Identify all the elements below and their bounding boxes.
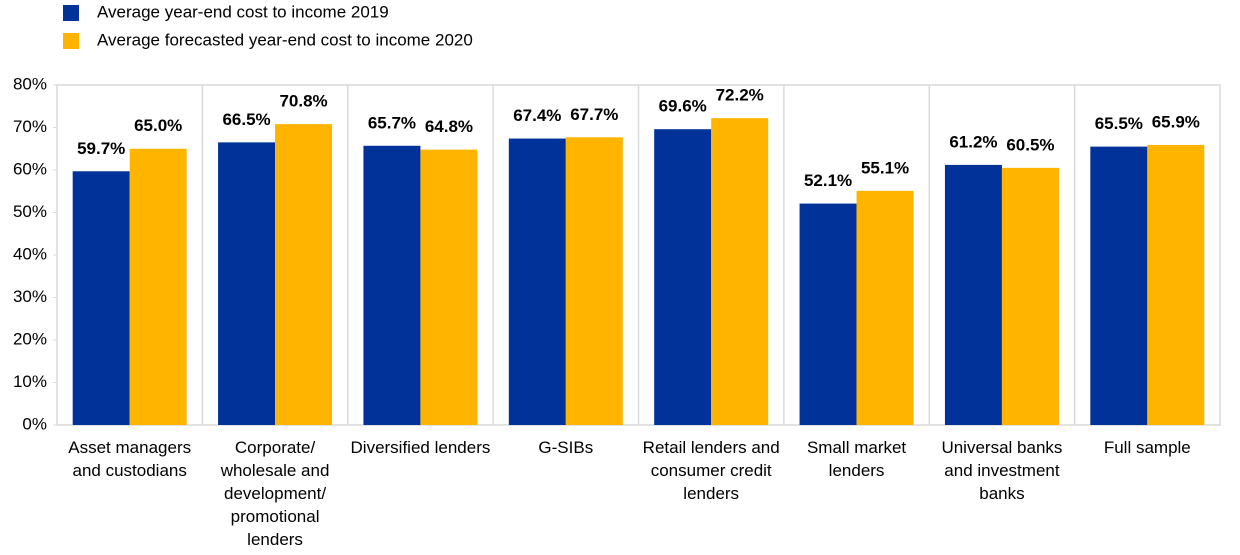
x-tick-label: Small market lenders bbox=[806, 438, 907, 480]
x-tick-label: Retail lenders and consumer credit lende… bbox=[642, 438, 780, 503]
legend-label: Average forecasted year-end cost to inco… bbox=[97, 30, 473, 49]
value-label: 55.1% bbox=[861, 158, 909, 177]
bar bbox=[420, 149, 478, 425]
value-label: 61.2% bbox=[949, 132, 997, 151]
y-tick-label: 10% bbox=[13, 372, 47, 391]
x-tick-label: Corporate/ wholesale and development/ pr… bbox=[220, 438, 330, 549]
value-label: 67.4% bbox=[513, 106, 561, 125]
bar bbox=[1001, 167, 1059, 425]
x-tick-label: Full sample bbox=[1103, 438, 1191, 457]
value-label: 67.7% bbox=[570, 105, 618, 124]
bar bbox=[72, 171, 130, 425]
y-tick-label: 70% bbox=[13, 117, 47, 136]
value-label: 65.5% bbox=[1095, 114, 1143, 133]
value-label: 66.5% bbox=[222, 110, 270, 129]
y-tick-label: 50% bbox=[13, 202, 47, 221]
value-label: 59.7% bbox=[77, 139, 125, 158]
bar bbox=[711, 118, 769, 426]
y-tick-label: 0% bbox=[22, 414, 47, 433]
bar bbox=[1147, 144, 1205, 426]
value-label: 65.7% bbox=[368, 113, 416, 132]
bar bbox=[799, 203, 857, 425]
bar bbox=[129, 148, 187, 425]
value-label: 60.5% bbox=[1006, 135, 1054, 154]
y-tick-label: 60% bbox=[13, 159, 47, 178]
bar bbox=[275, 124, 333, 425]
legend-label: Average year-end cost to income 2019 bbox=[97, 2, 389, 21]
value-label: 69.6% bbox=[659, 97, 707, 116]
bar bbox=[856, 190, 914, 425]
bar bbox=[1090, 146, 1148, 425]
y-tick-label: 30% bbox=[13, 287, 47, 306]
bar bbox=[565, 137, 623, 425]
value-label: 65.9% bbox=[1152, 112, 1200, 131]
legend-swatch bbox=[63, 5, 79, 21]
x-tick-label: G-SIBs bbox=[538, 438, 594, 457]
x-tick-label: Universal banks and investment banks bbox=[941, 438, 1063, 503]
value-label: 64.8% bbox=[425, 117, 473, 136]
y-tick-label: 80% bbox=[13, 74, 47, 93]
bar bbox=[654, 129, 712, 425]
x-tick-label: Asset managers and custodians bbox=[68, 438, 192, 480]
bar bbox=[218, 142, 276, 425]
x-tick-label: Diversified lenders bbox=[350, 438, 491, 457]
value-label: 72.2% bbox=[716, 86, 764, 105]
y-tick-label: 40% bbox=[13, 244, 47, 263]
value-label: 70.8% bbox=[279, 92, 327, 111]
bar bbox=[363, 145, 421, 425]
legend-swatch bbox=[63, 33, 79, 49]
bar bbox=[944, 164, 1002, 425]
value-label: 65.0% bbox=[134, 116, 182, 135]
bar bbox=[508, 138, 566, 426]
value-label: 52.1% bbox=[804, 171, 852, 190]
y-tick-label: 20% bbox=[13, 329, 47, 348]
